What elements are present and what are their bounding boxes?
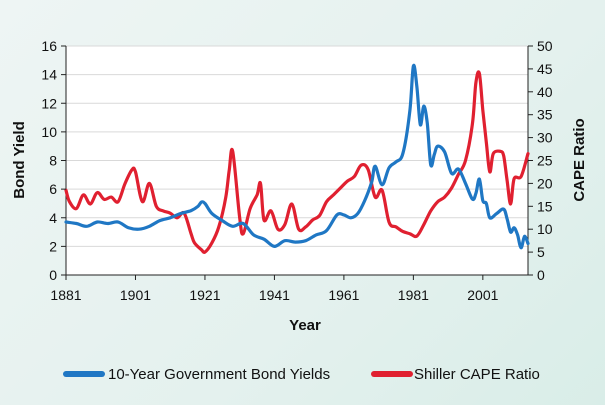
left-tick-label: 12 (41, 95, 57, 111)
right-tick-label: 0 (537, 267, 545, 283)
right-tick-label: 45 (537, 61, 553, 77)
series-line-cape-ratio (64, 70, 530, 255)
x-tick-label: 1961 (328, 287, 359, 303)
x-axis-title: Year (289, 317, 321, 334)
left-axis-title: Bond Yield (11, 121, 28, 199)
x-tick-label: 2001 (467, 287, 498, 303)
x-tick-label: 1941 (259, 287, 290, 303)
left-tick-label: 16 (41, 38, 57, 54)
x-tick-label: 1881 (50, 287, 81, 303)
left-axis-ticks: 0 2 4 6 8 10 12 14 16 (41, 38, 66, 283)
left-tick-label: 8 (49, 153, 57, 169)
left-tick-label: 14 (41, 67, 57, 83)
right-tick-label: 30 (537, 130, 553, 146)
right-tick-label: 20 (537, 175, 553, 191)
x-tick-label: 1981 (398, 287, 429, 303)
x-tick-label: 1921 (189, 287, 220, 303)
right-tick-label: 25 (537, 153, 553, 169)
legend: 10-Year Government Bond Yields Shiller C… (63, 366, 540, 383)
legend-label-cape: Shiller CAPE Ratio (414, 366, 540, 383)
left-tick-label: 6 (49, 181, 57, 197)
right-tick-label: 40 (537, 84, 553, 100)
x-axis-ticks: 1881 1901 1921 1941 1961 1981 2001 (50, 275, 499, 303)
right-axis-ticks: 0 5 10 15 20 25 30 35 40 45 50 (528, 38, 553, 283)
legend-label-bond-yield: 10-Year Government Bond Yields (108, 366, 330, 383)
series-line-bond-yield (64, 63, 530, 250)
left-tick-label: 0 (49, 267, 57, 283)
left-tick-label: 10 (41, 124, 57, 140)
right-tick-label: 15 (537, 198, 553, 214)
left-tick-label: 2 (49, 238, 57, 254)
right-axis-title: CAPE Ratio (571, 118, 588, 201)
series-lines (64, 63, 530, 255)
right-tick-label: 50 (537, 38, 553, 54)
right-tick-label: 5 (537, 244, 545, 260)
right-tick-label: 10 (537, 221, 553, 237)
x-tick-label: 1901 (120, 287, 151, 303)
right-tick-label: 35 (537, 107, 553, 123)
left-tick-label: 4 (49, 210, 57, 226)
